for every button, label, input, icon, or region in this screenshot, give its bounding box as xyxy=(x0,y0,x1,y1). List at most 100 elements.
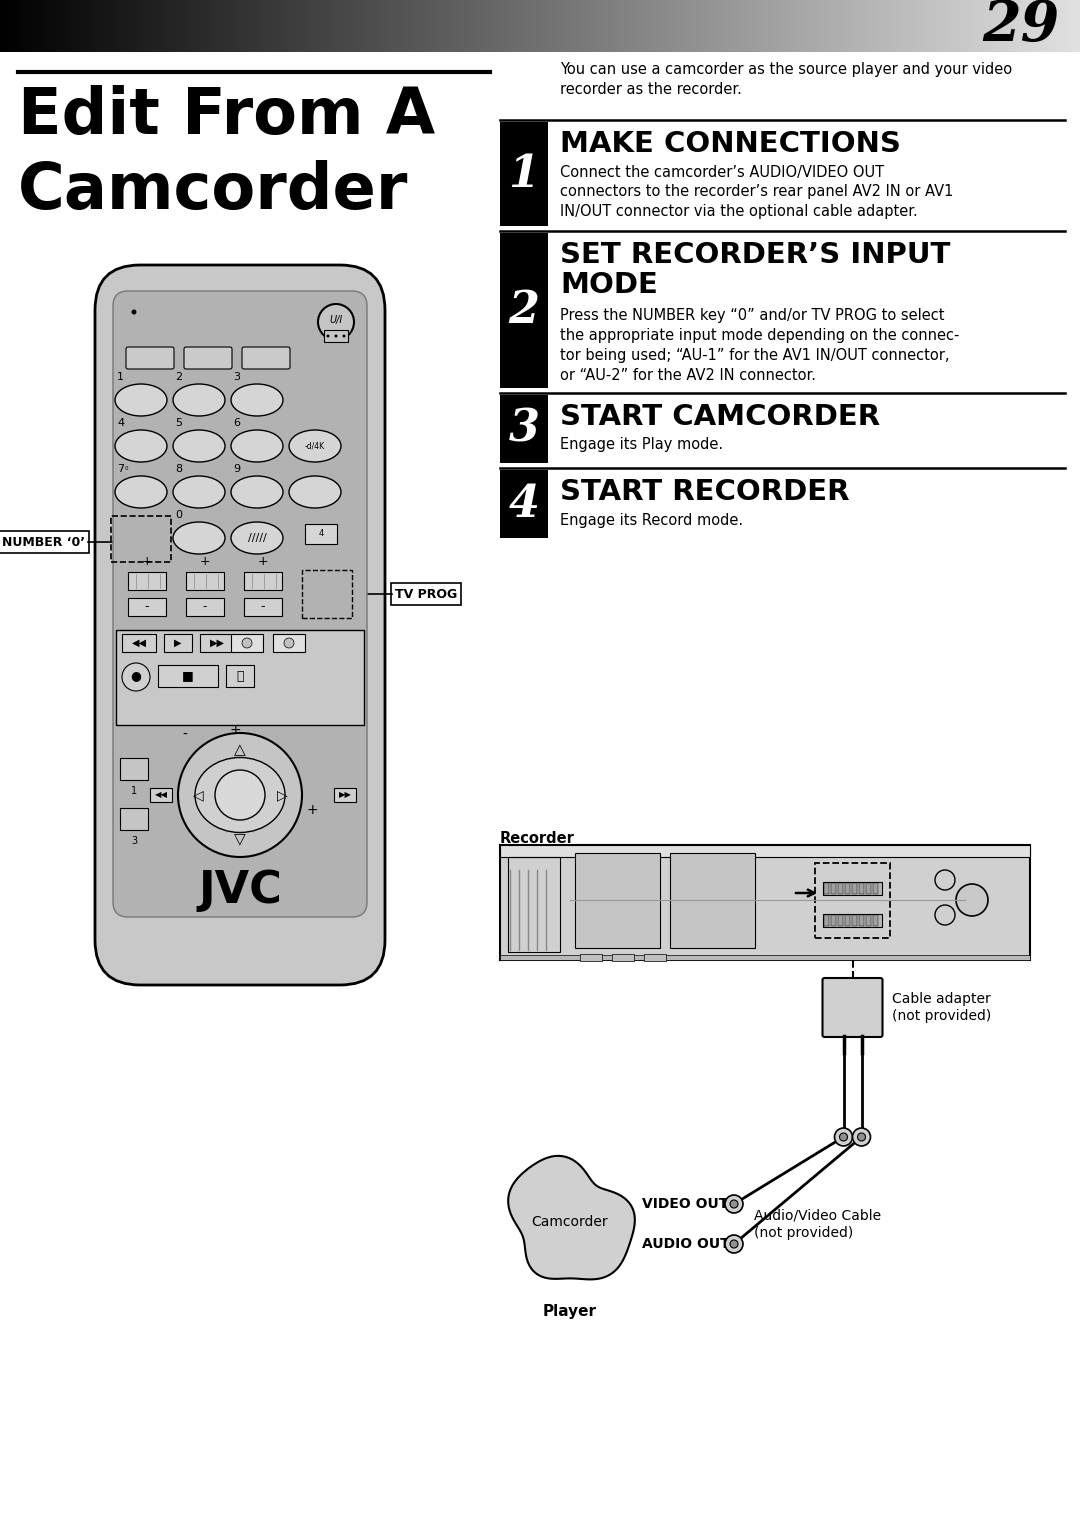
Circle shape xyxy=(122,662,150,691)
Text: 6: 6 xyxy=(233,418,240,427)
Ellipse shape xyxy=(114,476,167,508)
Text: -: - xyxy=(183,728,188,742)
Bar xyxy=(244,572,282,591)
Text: 0: 0 xyxy=(175,510,183,520)
Text: 4: 4 xyxy=(319,530,324,539)
Ellipse shape xyxy=(231,476,283,508)
Bar xyxy=(580,954,602,961)
Text: Engage its Record mode.: Engage its Record mode. xyxy=(561,513,743,528)
Bar xyxy=(815,864,890,938)
Text: ▷: ▷ xyxy=(276,787,287,803)
Circle shape xyxy=(284,638,294,649)
Text: ▶: ▶ xyxy=(174,638,181,649)
Bar xyxy=(852,884,858,894)
Text: /////: ///// xyxy=(247,533,267,543)
Bar xyxy=(302,571,352,618)
Bar xyxy=(226,665,254,687)
Circle shape xyxy=(318,304,354,340)
FancyBboxPatch shape xyxy=(95,266,384,984)
Circle shape xyxy=(326,334,329,337)
Bar xyxy=(831,916,836,926)
Text: △: △ xyxy=(234,743,246,757)
Bar xyxy=(273,633,305,652)
Ellipse shape xyxy=(173,430,225,462)
Bar xyxy=(866,884,870,894)
Bar xyxy=(824,916,829,926)
Bar xyxy=(164,633,192,652)
Bar xyxy=(859,884,864,894)
Text: -: - xyxy=(260,601,266,613)
Bar xyxy=(186,598,224,617)
Bar xyxy=(823,914,882,926)
Text: MAKE CONNECTIONS: MAKE CONNECTIONS xyxy=(561,130,901,159)
Text: START CAMCORDER: START CAMCORDER xyxy=(561,403,880,430)
Text: 5: 5 xyxy=(175,418,183,427)
Text: Connect the camcorder’s AUDIO/VIDEO OUT
connectors to the recorder’s rear panel : Connect the camcorder’s AUDIO/VIDEO OUT … xyxy=(561,165,954,220)
Bar xyxy=(831,884,836,894)
Bar xyxy=(575,853,660,948)
Text: +: + xyxy=(258,555,268,568)
Text: You can use a camcorder as the source player and your video
recorder as the reco: You can use a camcorder as the source pl… xyxy=(561,63,1012,98)
Bar xyxy=(500,470,548,539)
Text: ■: ■ xyxy=(183,670,194,682)
FancyBboxPatch shape xyxy=(184,346,232,369)
FancyBboxPatch shape xyxy=(242,346,291,369)
Text: ◁: ◁ xyxy=(192,787,203,803)
Text: JVC: JVC xyxy=(198,868,282,911)
Text: Cable adapter
(not provided): Cable adapter (not provided) xyxy=(892,992,991,1024)
Ellipse shape xyxy=(195,757,285,833)
Bar xyxy=(500,395,548,462)
Bar xyxy=(500,233,548,388)
Bar xyxy=(508,858,561,952)
Ellipse shape xyxy=(231,430,283,462)
Text: 1: 1 xyxy=(117,372,124,382)
Bar xyxy=(500,122,548,226)
Bar xyxy=(120,807,148,830)
Circle shape xyxy=(935,870,955,890)
Ellipse shape xyxy=(173,522,225,554)
Bar xyxy=(120,758,148,780)
Text: TV PROG: TV PROG xyxy=(395,588,457,601)
Text: Player: Player xyxy=(543,1305,597,1318)
Text: 2: 2 xyxy=(175,372,183,382)
Ellipse shape xyxy=(173,385,225,417)
Bar xyxy=(838,916,843,926)
Circle shape xyxy=(725,1235,743,1253)
Text: +: + xyxy=(141,555,152,568)
Text: Engage its Play mode.: Engage its Play mode. xyxy=(561,436,724,452)
Bar xyxy=(500,955,1030,960)
Polygon shape xyxy=(509,1155,635,1279)
Circle shape xyxy=(730,1241,738,1248)
Text: U/I: U/I xyxy=(329,314,342,325)
Circle shape xyxy=(215,771,265,819)
Bar xyxy=(231,633,264,652)
Bar xyxy=(852,916,858,926)
Text: 4: 4 xyxy=(117,418,124,427)
FancyBboxPatch shape xyxy=(823,978,882,1038)
Text: 8: 8 xyxy=(175,464,183,475)
Bar xyxy=(644,954,666,961)
Circle shape xyxy=(242,638,252,649)
Circle shape xyxy=(858,1132,865,1141)
Bar xyxy=(129,598,166,617)
Bar xyxy=(186,572,224,591)
Text: -: - xyxy=(203,601,207,613)
Bar xyxy=(873,884,878,894)
Bar xyxy=(116,630,364,725)
Text: 29: 29 xyxy=(983,0,1059,53)
Text: 7: 7 xyxy=(117,464,124,475)
Circle shape xyxy=(335,334,337,337)
Text: 3: 3 xyxy=(509,407,540,450)
Text: Recorder: Recorder xyxy=(500,832,575,845)
Text: ▽: ▽ xyxy=(234,833,246,847)
Text: -d/4K: -d/4K xyxy=(305,441,325,450)
Circle shape xyxy=(852,1128,870,1146)
Text: ▶▶: ▶▶ xyxy=(210,638,225,649)
Bar xyxy=(823,882,882,896)
Text: 1: 1 xyxy=(131,786,137,797)
Bar xyxy=(244,598,282,617)
Text: 9: 9 xyxy=(233,464,240,475)
Bar xyxy=(500,845,1030,858)
Circle shape xyxy=(835,1128,852,1146)
Text: +: + xyxy=(229,723,241,737)
